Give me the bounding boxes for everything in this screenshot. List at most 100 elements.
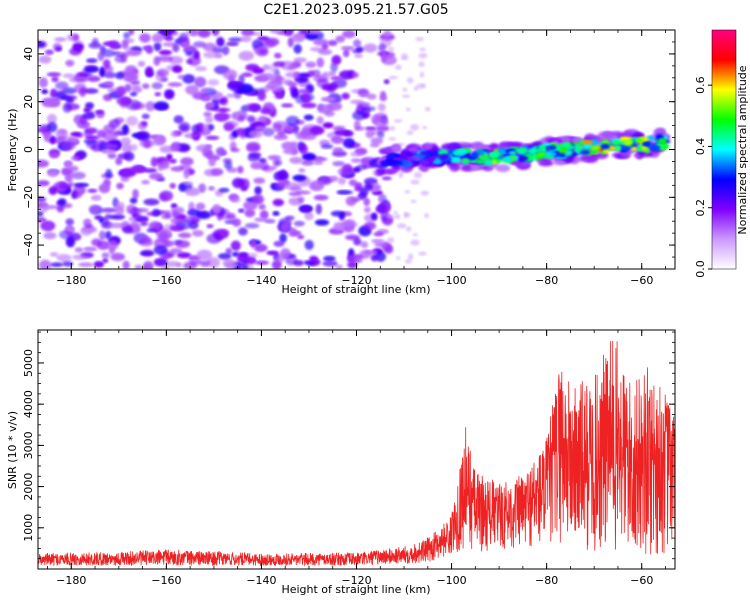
noise-cell [418,251,427,256]
noise-cell [248,129,263,138]
noise-cell [371,239,385,244]
signal-cell [439,153,449,161]
spectrogram-y-ticks: −40 −20 0 20 40 [22,29,675,270]
signal-cell [419,150,431,156]
noise-cell [58,183,72,190]
noise-cell [49,135,56,145]
noise-cell [226,213,236,221]
noise-cell [172,65,183,73]
noise-cell [384,244,394,254]
noise-cell [56,253,72,262]
noise-cell [347,254,364,260]
noise-cell [158,49,173,56]
noise-cell [38,77,49,88]
noise-cell [274,159,283,166]
noise-cell [218,187,230,193]
noise-cell [64,174,73,183]
noise-cell [128,30,135,36]
noise-cell [347,261,358,269]
noise-cell [107,240,119,251]
noise-cell [407,253,414,261]
noise-cell [65,59,75,67]
chart-title: C2E1.2023.095.21.57.G05 [263,2,448,18]
noise-cell [330,136,345,144]
noise-cell [316,57,325,68]
noise-cell [178,183,186,193]
noise-cell [342,130,354,137]
noise-cell [230,240,241,251]
noise-cell [64,160,72,169]
noise-cell [337,177,347,185]
noise-cell [352,110,366,121]
noise-cell [320,96,336,102]
signal-cell [470,151,479,159]
noise-cell [363,197,371,207]
noise-cell [181,181,194,186]
noise-cell [104,81,114,86]
noise-cell [327,71,337,77]
colorbar-tick-label: 0.2 [694,199,707,217]
noise-cell [342,30,356,39]
noise-cell [301,93,311,104]
noise-cell [144,66,154,77]
noise-cell [194,76,207,88]
noise-cell [131,220,140,226]
noise-cell [169,225,184,231]
noise-cell [413,172,423,179]
noise-cell [421,83,426,88]
noise-cell [231,112,240,120]
noise-cell [270,84,284,93]
signal-cell [542,155,554,160]
noise-cell [134,264,143,269]
noise-cell [126,204,137,215]
noise-cell [184,187,201,196]
noise-cell [404,259,412,264]
noise-cell [279,169,287,179]
spectrogram-panel: −180 −160 −140 −120 −100 −80 −60 −40 −20 0 20 40 H… [6,29,676,296]
noise-cell [115,86,127,96]
noise-cell [212,204,222,214]
noise-cell [355,46,364,53]
signal-cell [470,164,480,171]
noise-cell [313,157,328,162]
noise-cell [315,203,322,215]
noise-cell [335,264,343,269]
noise-cell [350,151,362,157]
spectrogram-x-ticks: −180 −160 −140 −120 −100 −80 −60 [47,30,666,287]
noise-cell [142,83,150,89]
noise-cell [292,125,300,136]
noise-cell [104,213,112,220]
noise-cell [200,88,209,94]
y-tick-label: 1000 [22,514,35,542]
signal-cell [619,136,632,141]
noise-cell [330,210,346,217]
signal-cell [600,143,610,150]
colorbar-label: Normalized spectral amplitude [736,65,749,234]
signal-cell [419,160,431,166]
signal-cell [376,167,387,176]
noise-cell [354,53,363,58]
noise-cell [418,52,428,59]
noise-cell [205,144,212,149]
signal-cell [536,151,546,157]
noise-cell [298,72,311,79]
noise-cell [228,37,243,43]
signal-cell [409,156,422,161]
noise-cell [260,107,272,115]
noise-cell [240,36,252,43]
noise-cell [287,37,294,48]
heatmap-cells [38,30,671,269]
noise-cell [137,60,146,67]
noise-cell [183,45,198,54]
noise-cell [266,250,279,256]
noise-cell [48,186,58,195]
signal-cell [542,159,552,164]
noise-cell [252,194,264,205]
noise-cell [193,50,200,60]
noise-cell [250,161,264,170]
x-tick-label: −80 [535,574,558,587]
noise-cell [342,137,356,149]
noise-cell [332,125,346,131]
signal-cell [640,145,648,151]
